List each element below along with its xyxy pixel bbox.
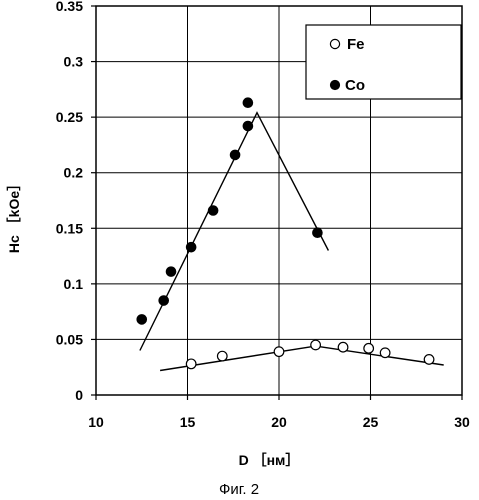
data-point-fe (273, 346, 285, 358)
trend-line-co (139, 111, 330, 351)
x-tick-label: 15 (180, 414, 196, 430)
data-point-co (158, 295, 170, 306)
data-point-co (229, 149, 241, 161)
legend-box (305, 24, 462, 100)
data-points (136, 97, 435, 370)
trend-lines (139, 111, 444, 372)
data-point-co (185, 241, 197, 253)
y-tick-label: 0.35 (56, 0, 83, 14)
data-point-fe (423, 354, 435, 365)
data-point-fe (185, 358, 197, 370)
data-point-co (165, 266, 177, 277)
data-point-co (242, 120, 254, 132)
data-point-co (312, 227, 323, 239)
y-tick-label: 0.25 (56, 109, 83, 125)
figure-caption: Фиг. 2 (219, 481, 259, 498)
y-tick-label: 0.15 (56, 220, 83, 236)
y-tick-labels: 0 0.05 0.1 0.15 0.2 0.25 0.3 0.35 (56, 0, 83, 403)
x-tick-label: 30 (454, 414, 470, 430)
data-point-fe (310, 339, 322, 351)
tick-marks (91, 5, 463, 400)
y-tick-label: 0.3 (64, 54, 84, 70)
y-axis-title: Hc ［kOe］ (6, 177, 22, 253)
data-point-co (136, 314, 148, 325)
x-tick-label: 20 (271, 414, 287, 430)
data-point-co (242, 97, 254, 108)
data-point-fe (337, 341, 349, 353)
legend: Fe Co (305, 24, 462, 100)
trend-line-fe (159, 345, 444, 372)
legend-marker-fe (329, 38, 341, 50)
data-point-fe (363, 342, 375, 354)
data-point-co (207, 205, 219, 216)
x-axis-title: D ［нм］ (239, 452, 300, 468)
legend-marker-co (329, 79, 341, 91)
legend-label-co: Co (345, 77, 365, 94)
y-tick-label: 0.1 (64, 276, 84, 292)
legend-label-fe: Fe (347, 36, 365, 53)
y-tick-label: 0.2 (64, 165, 84, 181)
y-tick-label: 0.05 (56, 331, 83, 347)
data-point-fe (216, 350, 228, 362)
y-tick-label: 0 (75, 387, 83, 403)
x-tick-labels: 10 15 20 25 30 (88, 414, 470, 430)
data-point-fe (379, 347, 391, 359)
x-tick-label: 25 (363, 414, 379, 430)
x-tick-label: 10 (88, 414, 104, 430)
